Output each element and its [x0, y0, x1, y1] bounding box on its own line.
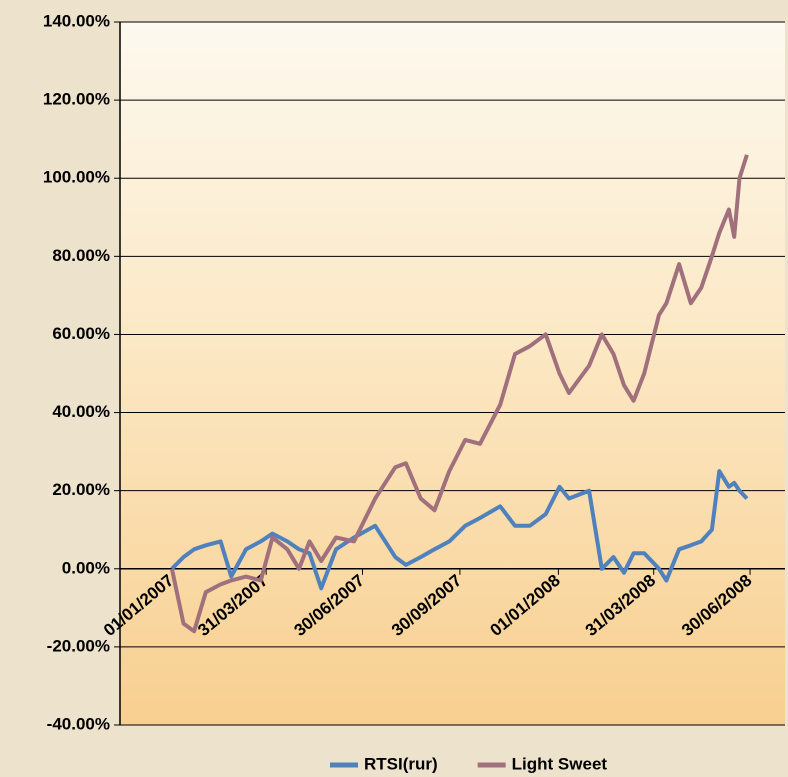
y-tick-label: -20.00% — [47, 636, 110, 655]
y-tick-label: 100.00% — [43, 168, 110, 187]
y-tick-label: 60.00% — [52, 324, 110, 343]
y-tick-label: 80.00% — [52, 246, 110, 265]
legend-label: Light Sweet — [512, 754, 608, 773]
y-tick-label: 20.00% — [52, 480, 110, 499]
series-line — [169, 154, 749, 634]
y-tick-label: 120.00% — [43, 90, 110, 109]
y-tick-label: 140.00% — [43, 11, 110, 30]
y-tick-label: 40.00% — [52, 402, 110, 421]
plot-area — [120, 22, 785, 725]
y-tick-label: 0.00% — [62, 558, 110, 577]
series-line — [170, 469, 749, 591]
legend-label: RTSI(rur) — [364, 754, 438, 773]
y-tick-label: -40.00% — [47, 714, 110, 733]
